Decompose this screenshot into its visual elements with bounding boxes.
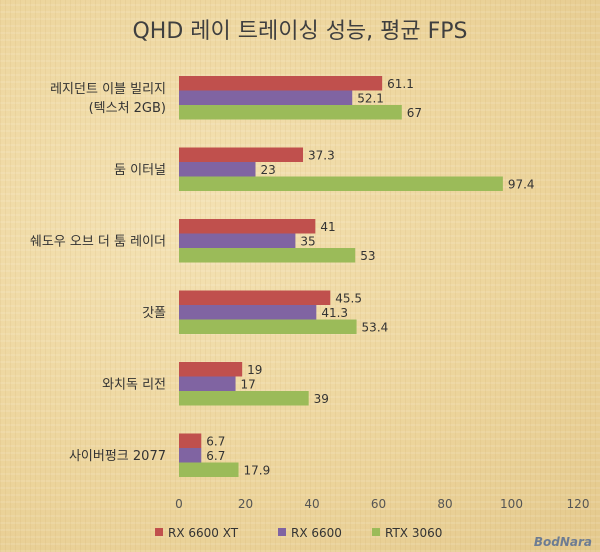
data-label: 6.7 [206,449,225,463]
legend-label: RX 6600 XT [168,526,239,540]
data-label: 37.3 [308,148,335,162]
bar [179,433,202,448]
legend-swatch [155,528,163,536]
bar [179,362,243,377]
data-label: 53.4 [362,320,389,334]
category-label: 쉐도우 오브 더 툼 레이더 [30,234,166,249]
data-label: 45.5 [335,291,362,305]
category-label: 와치독 리전 [102,377,166,392]
data-label: 17 [241,377,256,391]
bar [179,105,402,120]
legend-swatch [372,528,380,536]
data-label: 19 [247,363,262,377]
bar [179,376,236,391]
chart-title: QHD 레이 트레이싱 성능, 평균 FPS [132,19,467,44]
legend-label: RX 6600 [291,526,342,540]
data-label: 53 [360,249,375,263]
data-label: 41 [320,220,335,234]
plot-area: 레지던트 이블 빌리지 (텍스처 2GB) 61.152.1 67 둠 이터널 37.3 2… [30,76,590,511]
data-label: 35 [300,234,315,248]
category-label: 레지던트 이블 빌리지 (텍스처 2GB) [50,82,166,116]
data-label: 39 [314,392,329,406]
bar [179,147,304,162]
legend: RX 6600 XT RX 6600 RTX 3060 [155,526,442,540]
x-tick-label: 60 [371,497,386,511]
bar [179,248,356,263]
bar [179,219,316,234]
bar [179,462,239,477]
data-label: 23 [260,163,275,177]
data-label: 52.1 [357,91,384,105]
category-label: 사이버펑크 2077 [69,449,166,464]
x-tick-label: 20 [238,497,253,511]
bar [179,76,383,91]
x-tick-label: 0 [175,497,183,511]
bar [179,305,317,320]
x-tick-label: 120 [567,497,590,511]
data-label: 6.7 [206,434,225,448]
category-label: 갓폴 [142,306,166,321]
bar [179,162,256,177]
data-label: 97.4 [508,177,535,191]
bar [179,448,202,463]
data-label: 67 [407,106,422,120]
bar [179,290,331,305]
bar [179,233,296,248]
x-tick-label: 100 [500,497,523,511]
data-label: 61.1 [387,77,414,91]
legend-swatch [278,528,286,536]
data-label: 41.3 [321,306,348,320]
category-label: 둠 이터널 [114,163,166,178]
bar [179,176,503,191]
x-tick-label: 80 [437,497,452,511]
bar [179,90,353,105]
watermark: BodNara [534,535,592,549]
bar [179,319,357,334]
x-tick-label: 40 [304,497,319,511]
bar [179,391,309,406]
data-label: 17.9 [244,463,271,477]
legend-label: RTX 3060 [385,526,442,540]
